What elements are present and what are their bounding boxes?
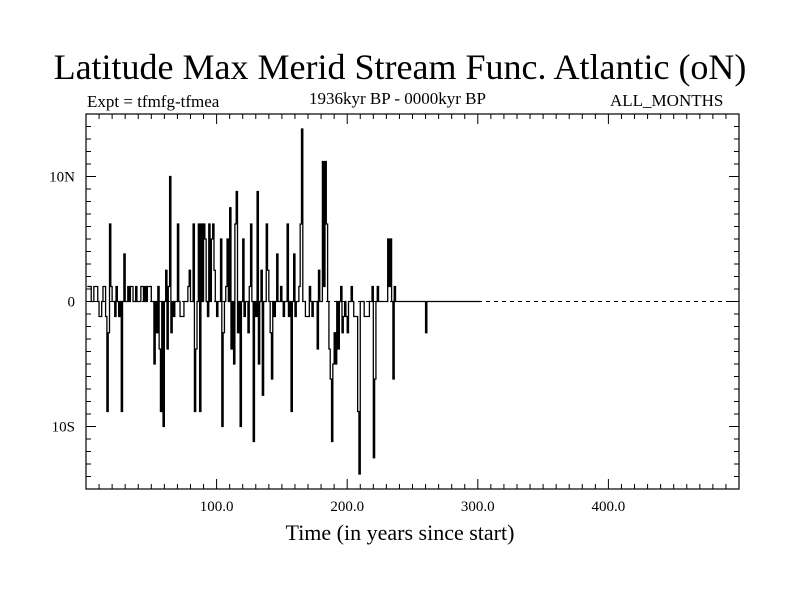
x-tick-label: 400.0	[592, 499, 626, 515]
x-tick-label: 300.0	[461, 499, 495, 515]
x-tick-label: 100.0	[200, 499, 234, 515]
x-tick-label: 200.0	[330, 499, 364, 515]
y-tick-label: 10S	[52, 420, 75, 436]
experiment-label: Expt = tfmfg-tfmea	[87, 92, 220, 111]
series-line	[87, 128, 481, 475]
period-label: 1936kyr BP - 0000kyr BP	[309, 89, 486, 108]
y-tick-label: 0	[68, 295, 76, 311]
tick-labels: 100.0 200.0 300.0 400.0 10S 0 10N	[49, 170, 625, 516]
x-axis-label: Time (in years since start)	[285, 520, 515, 545]
series-group	[87, 128, 481, 475]
y-tick-label: 10N	[49, 170, 75, 186]
chart-title: Latitude Max Merid Stream Func. Atlantic…	[53, 47, 747, 87]
plot-frame	[85, 113, 740, 490]
months-label: ALL_MONTHS	[610, 91, 724, 110]
